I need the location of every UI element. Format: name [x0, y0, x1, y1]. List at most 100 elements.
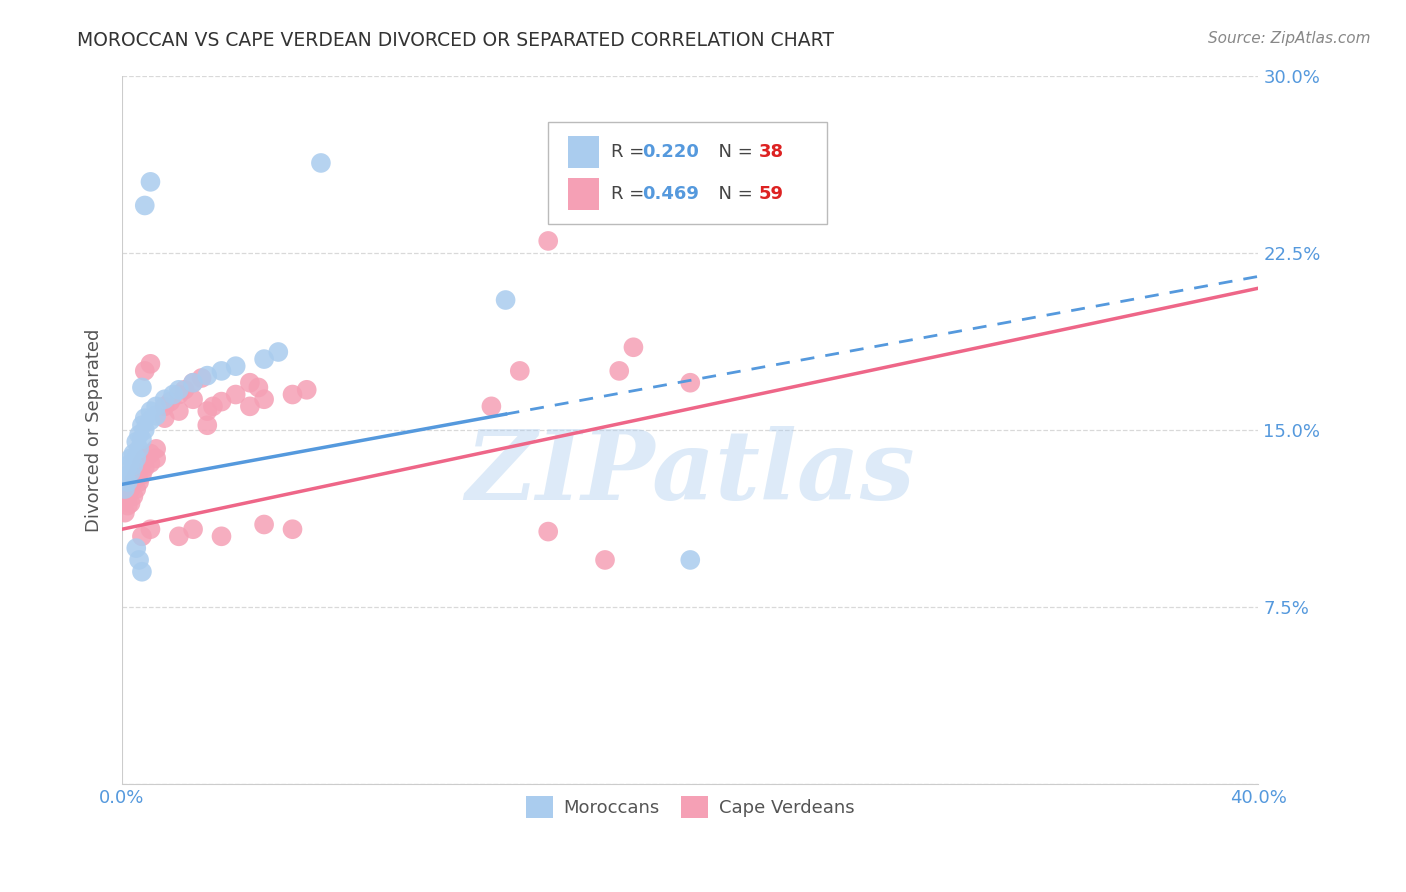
Point — [139, 522, 162, 536]
Point — [153, 411, 176, 425]
Point — [167, 404, 190, 418]
Point — [239, 400, 262, 414]
Point — [623, 340, 645, 354]
Text: N =: N = — [707, 186, 759, 203]
Text: Source: ZipAtlas.com: Source: ZipAtlas.com — [1208, 31, 1371, 46]
Point — [239, 376, 262, 390]
Text: 59: 59 — [758, 186, 783, 203]
Point — [167, 387, 190, 401]
Point — [117, 475, 139, 489]
Point — [117, 499, 139, 513]
Point — [114, 506, 136, 520]
Point — [120, 482, 142, 496]
Point — [537, 234, 560, 248]
Point — [139, 456, 162, 470]
Point — [495, 293, 517, 307]
Point — [281, 522, 304, 536]
Point — [181, 376, 204, 390]
Text: R =: R = — [610, 143, 650, 161]
Point — [607, 364, 630, 378]
Point — [190, 371, 212, 385]
Point — [134, 198, 156, 212]
Point — [122, 489, 145, 503]
Point — [267, 345, 290, 359]
Point — [117, 458, 139, 473]
Point — [153, 400, 176, 414]
Point — [139, 404, 162, 418]
Point — [125, 482, 148, 496]
Point — [145, 442, 167, 456]
Point — [593, 553, 616, 567]
Point — [131, 467, 153, 482]
Point — [145, 409, 167, 423]
Bar — [568, 136, 599, 168]
Point — [159, 394, 181, 409]
Point — [114, 482, 136, 496]
Text: MOROCCAN VS CAPE VERDEAN DIVORCED OR SEPARATED CORRELATION CHART: MOROCCAN VS CAPE VERDEAN DIVORCED OR SEP… — [77, 31, 834, 50]
Point — [211, 529, 233, 543]
Point — [145, 400, 167, 414]
Point — [125, 434, 148, 449]
Point — [131, 529, 153, 543]
Point — [131, 456, 153, 470]
Point — [211, 394, 233, 409]
Point — [181, 392, 204, 407]
Text: 38: 38 — [758, 143, 783, 161]
Point — [120, 451, 142, 466]
Point — [309, 156, 332, 170]
Point — [537, 524, 560, 539]
Point — [131, 380, 153, 394]
Point — [509, 364, 531, 378]
Point — [125, 470, 148, 484]
Point — [134, 460, 156, 475]
Point — [167, 383, 190, 397]
Point — [134, 423, 156, 437]
Text: 0.220: 0.220 — [643, 143, 699, 161]
Point — [247, 380, 270, 394]
Point — [122, 475, 145, 489]
Text: R =: R = — [610, 186, 650, 203]
Point — [139, 175, 162, 189]
Point — [125, 541, 148, 555]
Point — [128, 427, 150, 442]
Point — [281, 387, 304, 401]
Point — [120, 496, 142, 510]
Point — [145, 451, 167, 466]
Point — [131, 433, 153, 447]
Point — [211, 364, 233, 378]
Point — [253, 392, 276, 407]
Y-axis label: Divorced or Separated: Divorced or Separated — [86, 328, 103, 532]
Point — [134, 411, 156, 425]
Point — [195, 368, 218, 383]
Point — [195, 404, 218, 418]
Point — [139, 357, 162, 371]
Bar — [568, 178, 599, 211]
Point — [131, 565, 153, 579]
Point — [125, 451, 148, 466]
Point — [225, 359, 247, 374]
Point — [120, 466, 142, 480]
Point — [479, 400, 502, 414]
Point — [253, 352, 276, 367]
Point — [134, 451, 156, 466]
Point — [122, 458, 145, 473]
Point — [195, 418, 218, 433]
Point — [253, 517, 276, 532]
FancyBboxPatch shape — [548, 121, 827, 225]
Point — [679, 376, 702, 390]
Text: 0.469: 0.469 — [643, 186, 699, 203]
Point — [181, 376, 204, 390]
Point — [134, 364, 156, 378]
Point — [295, 383, 318, 397]
Point — [128, 442, 150, 456]
Point — [201, 400, 224, 414]
Point — [114, 470, 136, 484]
Point — [114, 494, 136, 508]
Legend: Moroccans, Cape Verdeans: Moroccans, Cape Verdeans — [519, 789, 862, 825]
Point — [139, 447, 162, 461]
Point — [153, 392, 176, 407]
Point — [122, 447, 145, 461]
Point — [128, 553, 150, 567]
Point — [128, 475, 150, 489]
Text: ZIPatlas: ZIPatlas — [465, 425, 915, 519]
